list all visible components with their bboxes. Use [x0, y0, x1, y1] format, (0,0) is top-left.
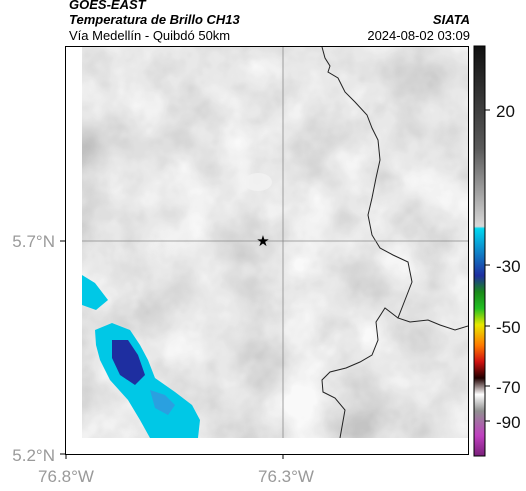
colorbar-label: 20: [496, 102, 515, 121]
lon-tick-label: 76.3°W: [258, 467, 314, 486]
cold-cloud-core: [112, 340, 145, 385]
cold-cloud-top: [82, 275, 108, 310]
lat-tick-label: 5.7°N: [12, 232, 55, 251]
colorbar-label: -70: [496, 378, 521, 397]
institution-label: SIATA: [432, 12, 470, 27]
colorbar: [473, 45, 486, 457]
region-subtitle: Vía Medellín - Quibdó 50km: [69, 28, 231, 43]
colorbar-label: -90: [496, 413, 521, 432]
colorbar-label: -30: [496, 257, 521, 276]
datetime-label: 2024-08-02 03:09: [367, 28, 470, 43]
bright-spot: [244, 173, 272, 191]
boundary-line: [321, 47, 468, 331]
boundary-line-south: [321, 307, 399, 438]
cold-cloud-inner: [150, 390, 175, 415]
star-icon: ★: [256, 232, 269, 250]
product-title: Temperatura de Brillo CH13: [69, 12, 240, 27]
map-frame: [65, 46, 469, 455]
lat-tick-label: 5.2°N: [12, 446, 55, 465]
lon-tick-label: 76.8°W: [38, 467, 94, 486]
colorbar-ticks: [485, 109, 490, 422]
colorbar-label: -50: [496, 318, 521, 337]
satellite-image: [82, 47, 468, 438]
satellite-title: GOES-EAST: [69, 0, 146, 12]
